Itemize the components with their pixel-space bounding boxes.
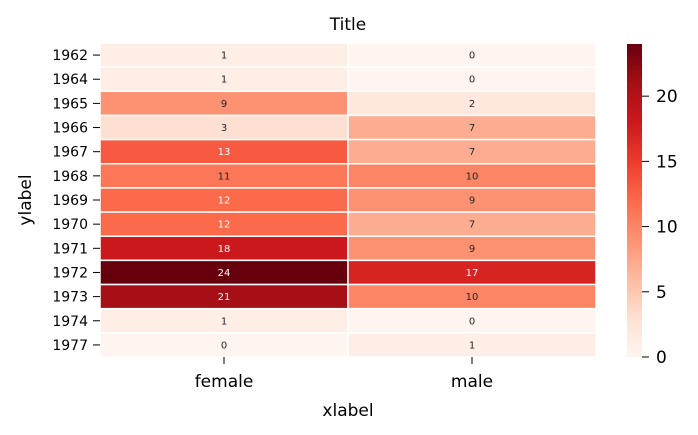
- y-tick-label: 1970: [52, 217, 88, 233]
- cell-value-label: 0: [469, 316, 475, 327]
- heatmap-cell: [347, 138, 597, 165]
- heatmap-cell: [347, 114, 597, 141]
- cell-value-label: 12: [218, 196, 231, 207]
- y-tick-label: 1967: [52, 145, 88, 161]
- y-tick-label: 1977: [52, 338, 88, 354]
- heatmap-cell: [347, 187, 597, 213]
- cell-value-label: 9: [469, 196, 475, 207]
- cell-value-label: 1: [469, 340, 475, 351]
- cell-value-label: 1: [221, 75, 227, 86]
- cell-value-label: 12: [218, 220, 231, 231]
- colorbar-tick-label: 0: [656, 348, 667, 368]
- colorbar: [627, 44, 642, 357]
- heatmap-cell: [347, 259, 597, 286]
- heatmap-cell: [347, 283, 597, 310]
- y-tick-label: 1973: [52, 290, 88, 306]
- cell-value-label: 10: [466, 171, 479, 182]
- cell-value-label: 0: [469, 75, 475, 86]
- heatmap-cell: [347, 332, 597, 358]
- cell-value-label: 3: [221, 123, 227, 134]
- cell-value-label: 18: [218, 244, 231, 255]
- colorbar-tick-label: 15: [656, 152, 678, 172]
- y-tick-label: 1964: [52, 72, 88, 88]
- cell-value-label: 17: [466, 268, 479, 279]
- y-tick-label: 1962: [52, 48, 88, 64]
- heatmap-cell: [347, 211, 597, 237]
- cell-value-label: 24: [218, 268, 231, 279]
- heatmap-cell: [347, 90, 597, 117]
- cell-value-label: 0: [469, 51, 475, 62]
- cell-value-label: 7: [469, 147, 475, 158]
- y-tick-label: 1971: [52, 241, 88, 257]
- x-axis-label: xlabel: [322, 401, 373, 421]
- heatmap-cell: [99, 307, 349, 334]
- y-tick-label: 1965: [52, 96, 88, 112]
- cell-value-label: 9: [221, 99, 227, 110]
- heatmap-cell: [347, 235, 597, 262]
- cell-value-label: 11: [218, 171, 231, 182]
- cell-value-label: 7: [469, 220, 475, 231]
- heatmap-cell: [347, 163, 597, 189]
- cell-value-label: 1: [221, 51, 227, 62]
- colorbar-tick-label: 10: [656, 218, 678, 238]
- cell-value-label: 9: [469, 244, 475, 255]
- y-axis-tick-labels: 1962 1964 1965 1966 1967 1968 1969 1970 1971 1972…: [52, 48, 100, 354]
- y-tick-label: 1974: [52, 314, 88, 330]
- cell-value-label: 2: [469, 99, 475, 110]
- y-axis-label: ylabel: [16, 174, 36, 225]
- cell-value-label: 1: [221, 316, 227, 327]
- x-axis-tick-labels: female male: [195, 357, 493, 392]
- colorbar-tick-label: 5: [656, 283, 667, 303]
- colorbar-tick-label: 20: [656, 87, 678, 107]
- chart-title: Title: [329, 15, 366, 35]
- heatmap-cell: [347, 307, 597, 334]
- cell-value-label: 13: [218, 147, 231, 158]
- colorbar-ticks: 0 5 10 15 20: [642, 87, 678, 368]
- cell-value-label: 0: [221, 340, 227, 351]
- cell-value-label: 10: [466, 292, 479, 303]
- heatmap-cell: [347, 66, 597, 93]
- heatmap-cell: [99, 259, 349, 286]
- y-tick-label: 1968: [52, 169, 88, 185]
- x-tick-label: male: [451, 372, 493, 392]
- cell-value-label: 7: [469, 123, 475, 134]
- x-tick-label: female: [195, 372, 254, 392]
- y-tick-label: 1969: [52, 193, 88, 209]
- y-tick-label: 1966: [52, 121, 88, 137]
- cell-value-label: 21: [218, 292, 231, 303]
- y-tick-label: 1972: [52, 265, 88, 281]
